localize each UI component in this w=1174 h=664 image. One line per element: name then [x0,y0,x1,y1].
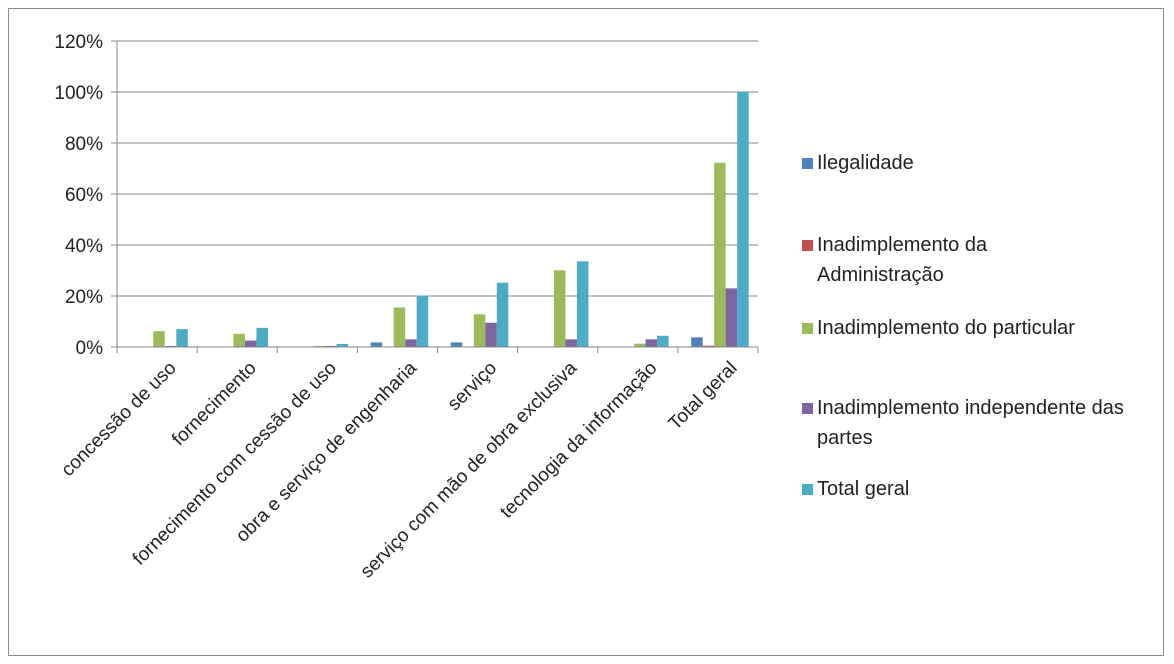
y-tick-label: 120% [54,32,103,53]
bar-inadimplemento-do-particular [313,345,326,347]
bar-inadimplemento-do-particular [473,314,486,347]
bar-total-geral [657,335,669,347]
x-tick-label: tecnologia da informação [496,358,661,523]
bar-inadimplemento-independente-das-partes [244,340,257,347]
x-tick-label: Total geral [665,358,742,435]
bar-inadimplemento-da-administra-o [702,345,715,347]
bar-inadimplemento-do-particular [393,307,406,347]
legend: Ilegalidade Inadimplemento da Administraç… [802,0,1162,664]
bar-inadimplemento-do-particular [153,331,165,347]
bar-inadimplemento-independente-das-partes [485,322,497,347]
bar-inadimplemento-do-particular [553,270,566,347]
y-tick-label: 40% [65,236,103,257]
bar-inadimplemento-independente-das-partes [405,339,417,347]
bar-total-geral [416,295,429,347]
legend-item: Inadimplemento do particular [802,313,1152,343]
legend-item: Inadimplemento independente das partes [802,393,1152,453]
bar-ilegalidade [691,337,703,347]
legend-swatch [802,403,813,414]
bar-total-geral [576,261,589,347]
bar-inadimplemento-independente-das-partes [645,339,658,347]
bar-total-geral [496,282,509,347]
bar-inadimplemento-independente-das-partes [325,345,337,347]
legend-swatch [802,323,813,334]
bar-total-geral [336,343,349,347]
legend-swatch [802,240,813,251]
legend-item: Total geral [802,474,1152,504]
x-tick-label: serviço [444,358,501,415]
bars [153,92,749,347]
legend-swatch [802,158,813,169]
axes [116,41,759,353]
bar-inadimplemento-independente-das-partes [565,339,577,347]
y-axis-ticks: 0% 20% 40% 60% 80% 100% 120% [54,32,117,359]
y-tick-label: 60% [65,185,103,206]
bar-inadimplemento-independente-das-partes [164,345,177,347]
gridlines [117,40,758,348]
legend-label: Ilegalidade [817,152,914,174]
bar-inadimplemento-independente-das-partes [725,288,738,347]
bar-ilegalidade [450,342,463,347]
legend-label: Total geral [817,478,910,500]
legend-item: Ilegalidade [802,148,1152,178]
legend-label: Inadimplemento da Administração [817,234,988,286]
legend-swatch [802,484,813,495]
bar-ilegalidade [370,342,383,347]
y-tick-label: 100% [54,83,103,104]
legend-item: Inadimplemento da Administração [802,230,1152,290]
legend-label: Inadimplemento do particular [817,317,1075,339]
bar-inadimplemento-do-particular [233,333,245,347]
y-tick-label: 20% [65,287,103,308]
y-tick-label: 80% [65,134,103,155]
bar-total-geral [256,327,268,347]
x-tick-label: concessão de uso [57,358,180,481]
y-tick-label: 0% [76,338,104,359]
bar-inadimplemento-do-particular [714,162,726,347]
bar-total-geral [176,329,188,347]
x-axis-labels: concessão de usofornecimentofornecimento… [57,357,741,582]
bar-total-geral [737,92,749,347]
bar-inadimplemento-do-particular [634,343,646,347]
legend-label: Inadimplemento independente das partes [817,397,1124,449]
